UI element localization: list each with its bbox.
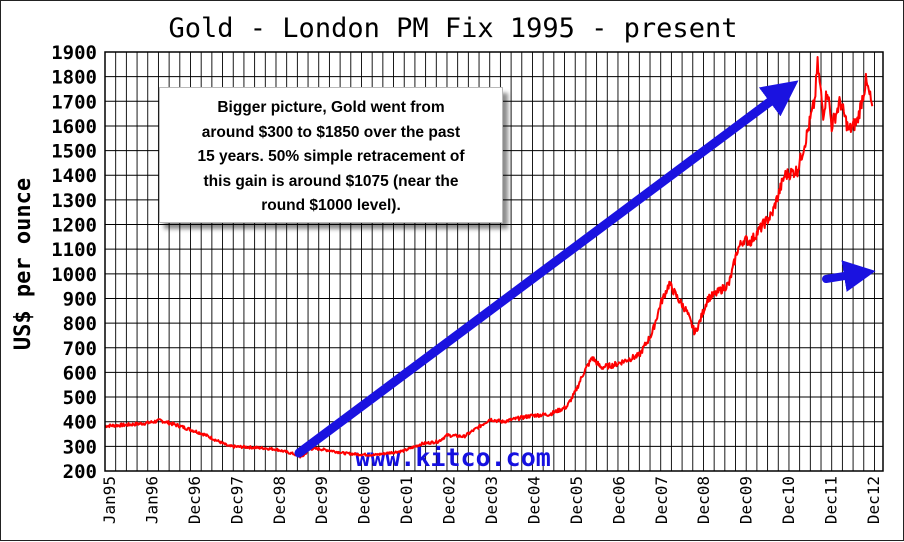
y-axis-label: US$ per ounce: [11, 178, 36, 350]
gold-price-line: [104, 56, 874, 459]
annotation-box: Bigger picture, Gold went from around $3…: [159, 87, 503, 223]
x-tick-label: Dec05: [567, 476, 586, 524]
y-tick-label: 1800: [51, 67, 97, 89]
y-tick-label: 1100: [51, 239, 97, 261]
y-tick-label: 1300: [51, 190, 97, 212]
plot-border: [104, 51, 884, 472]
y-tick-label: 1400: [51, 165, 97, 187]
x-tick-label: Dec02: [440, 476, 459, 524]
x-tick-label: Dec12: [864, 476, 883, 524]
y-tick-label: 1600: [51, 116, 97, 138]
x-tick-label: Dec08: [694, 476, 713, 524]
x-tick-label: Dec03: [482, 476, 501, 524]
y-tick-label: 1900: [51, 42, 97, 64]
x-tick-label: Dec09: [737, 476, 756, 524]
retracement-arrow: [822, 260, 876, 292]
x-tick-label: Dec07: [652, 476, 671, 524]
y-tick-label: 1000: [51, 264, 97, 286]
y-tick-label: 400: [63, 412, 97, 434]
watermark: www.kitco.com: [355, 443, 551, 472]
x-tick-label: Dec10: [779, 476, 798, 524]
x-tick-label: Jan96: [142, 476, 161, 524]
x-tick-label: Dec00: [355, 476, 374, 524]
x-tick-label: Dec96: [185, 476, 204, 524]
x-tick-label: Dec01: [397, 476, 416, 524]
y-tick-label: 500: [63, 387, 97, 409]
x-tick-label: Dec99: [312, 476, 331, 524]
grid: [104, 51, 883, 472]
x-tick-labels: Jan95 Jan96 Dec96 Dec97 Dec98 Dec99 Dec00 Dec01…: [100, 476, 883, 524]
big-up-arrow: [294, 80, 799, 458]
y-tick-label: 300: [63, 436, 97, 458]
y-tick-label: 600: [63, 362, 97, 384]
y-tick-label: 700: [63, 338, 97, 360]
y-tick-label: 800: [63, 313, 97, 335]
y-tick-label: 900: [63, 288, 97, 310]
x-tick-label: Dec06: [609, 476, 628, 524]
x-tick-label: Dec97: [227, 476, 246, 524]
y-tick-label: 200: [63, 461, 97, 483]
x-tick-label: Dec04: [524, 476, 543, 524]
x-tick-label: Dec11: [822, 476, 841, 524]
x-tick-label: Dec98: [270, 476, 289, 524]
chart-title: Gold - London PM Fix 1995 - present: [169, 13, 738, 44]
x-tick-label: Jan95: [100, 476, 119, 524]
y-tick-label: 1200: [51, 215, 97, 237]
y-tick-label: 1500: [51, 141, 97, 163]
y-tick-label: 1700: [51, 91, 97, 113]
